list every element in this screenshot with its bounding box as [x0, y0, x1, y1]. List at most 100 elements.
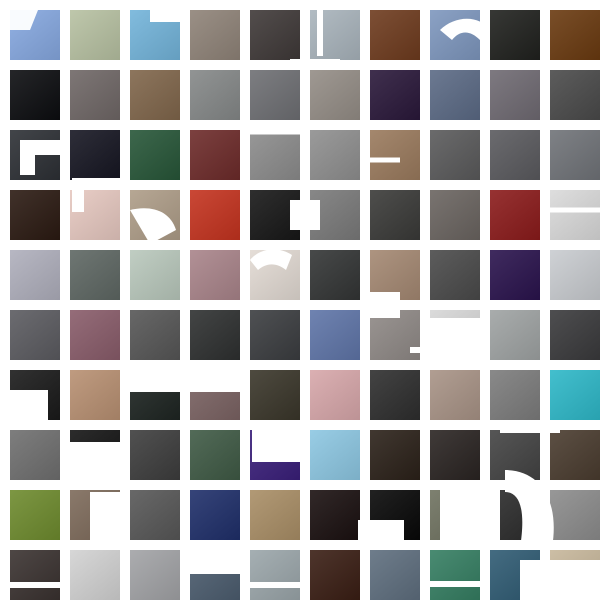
tile-r4-c8 — [430, 190, 480, 240]
tile-r9-c9 — [490, 490, 540, 540]
tile-r9-c7 — [370, 490, 420, 540]
tile-r8-c5 — [250, 430, 300, 480]
tile-r1-c3 — [130, 10, 180, 60]
tile-r6-c7 — [370, 310, 420, 360]
tile-r7-c7 — [370, 370, 420, 420]
tile-r8-c6 — [310, 430, 360, 480]
tile-r4-c7 — [370, 190, 420, 240]
tile-r3-c10 — [550, 130, 600, 180]
tile-r3-c9 — [490, 130, 540, 180]
tile-r10-c3 — [130, 550, 180, 600]
tile-r10-c4 — [190, 550, 240, 600]
tile-r1-c2 — [70, 10, 120, 60]
tile-r6-c4 — [190, 310, 240, 360]
tile-r8-c10 — [550, 430, 600, 480]
tile-r5-c10 — [550, 250, 600, 300]
tile-r6-c6 — [310, 310, 360, 360]
tile-r1-c9 — [490, 10, 540, 60]
tile-r8-c7 — [370, 430, 420, 480]
tile-r2-c6 — [310, 70, 360, 120]
tile-r7-c6 — [310, 370, 360, 420]
tile-r10-c9 — [490, 550, 540, 600]
tile-r1-c10 — [550, 10, 600, 60]
tile-r2-c3 — [130, 70, 180, 120]
tile-r4-c9 — [490, 190, 540, 240]
tile-r2-c4 — [190, 70, 240, 120]
tile-r1-c4 — [190, 10, 240, 60]
tile-r8-c9 — [490, 430, 540, 480]
tile-r3-c5 — [250, 130, 300, 180]
tile-r2-c9 — [490, 70, 540, 120]
tile-r1-c8 — [430, 10, 480, 60]
tile-r5-c6 — [310, 250, 360, 300]
tile-r2-c5 — [250, 70, 300, 120]
tile-r5-c7 — [370, 250, 420, 300]
tile-r1-c6 — [310, 10, 360, 60]
tile-r7-c9 — [490, 370, 540, 420]
tile-r3-c4 — [190, 130, 240, 180]
tile-r5-c8 — [430, 250, 480, 300]
tile-r5-c1 — [10, 250, 60, 300]
tile-r1-c1 — [10, 10, 60, 60]
tile-r4-c1 — [10, 190, 60, 240]
tile-r4-c4 — [190, 190, 240, 240]
tile-r8-c2 — [70, 430, 120, 480]
tile-r2-c1 — [10, 70, 60, 120]
tile-r9-c1 — [10, 490, 60, 540]
tile-r9-c10 — [550, 490, 600, 540]
tile-r6-c2 — [70, 310, 120, 360]
tile-r9-c6 — [310, 490, 360, 540]
tile-r5-c5 — [250, 250, 300, 300]
tile-r8-c1 — [10, 430, 60, 480]
tile-r3-c3 — [130, 130, 180, 180]
tile-r4-c2 — [70, 190, 120, 240]
tile-r6-c10 — [550, 310, 600, 360]
tile-r9-c3 — [130, 490, 180, 540]
tile-r3-c7 — [370, 130, 420, 180]
tile-r4-c10 — [550, 190, 600, 240]
tile-r7-c1 — [10, 370, 60, 420]
tile-r4-c6 — [310, 190, 360, 240]
tile-r2-c7 — [370, 70, 420, 120]
tile-r10-c5 — [250, 550, 300, 600]
tile-r9-c8 — [430, 490, 480, 540]
tile-r4-c5 — [250, 190, 300, 240]
tile-r3-c2 — [70, 130, 120, 180]
tile-r5-c4 — [190, 250, 240, 300]
tile-r3-c1 — [10, 130, 60, 180]
tile-r8-c8 — [430, 430, 480, 480]
tile-r10-c1 — [10, 550, 60, 600]
tile-r7-c5 — [250, 370, 300, 420]
tile-r7-c8 — [430, 370, 480, 420]
tile-r3-c8 — [430, 130, 480, 180]
tile-r6-c1 — [10, 310, 60, 360]
tile-r7-c3 — [130, 370, 180, 420]
tile-r8-c3 — [130, 430, 180, 480]
tile-r9-c2 — [70, 490, 120, 540]
tile-r1-c5 — [250, 10, 300, 60]
tile-r6-c8 — [430, 310, 480, 360]
tile-r10-c8 — [430, 550, 480, 600]
tile-r7-c2 — [70, 370, 120, 420]
tile-r8-c4 — [190, 430, 240, 480]
tile-r5-c9 — [490, 250, 540, 300]
tile-r3-c6 — [310, 130, 360, 180]
tile-r5-c2 — [70, 250, 120, 300]
tile-r10-c7 — [370, 550, 420, 600]
tile-r5-c3 — [130, 250, 180, 300]
tile-r9-c4 — [190, 490, 240, 540]
tile-r6-c5 — [250, 310, 300, 360]
tile-r6-c3 — [130, 310, 180, 360]
tile-r10-c2 — [70, 550, 120, 600]
tile-r9-c5 — [250, 490, 300, 540]
tile-r6-c9 — [490, 310, 540, 360]
tile-r10-c10 — [550, 550, 600, 600]
tile-r7-c10 — [550, 370, 600, 420]
tile-r4-c3 — [130, 190, 180, 240]
tile-r10-c6 — [310, 550, 360, 600]
tile-r2-c8 — [430, 70, 480, 120]
tile-r7-c4 — [190, 370, 240, 420]
tile-r2-c2 — [70, 70, 120, 120]
tile-r2-c10 — [550, 70, 600, 120]
